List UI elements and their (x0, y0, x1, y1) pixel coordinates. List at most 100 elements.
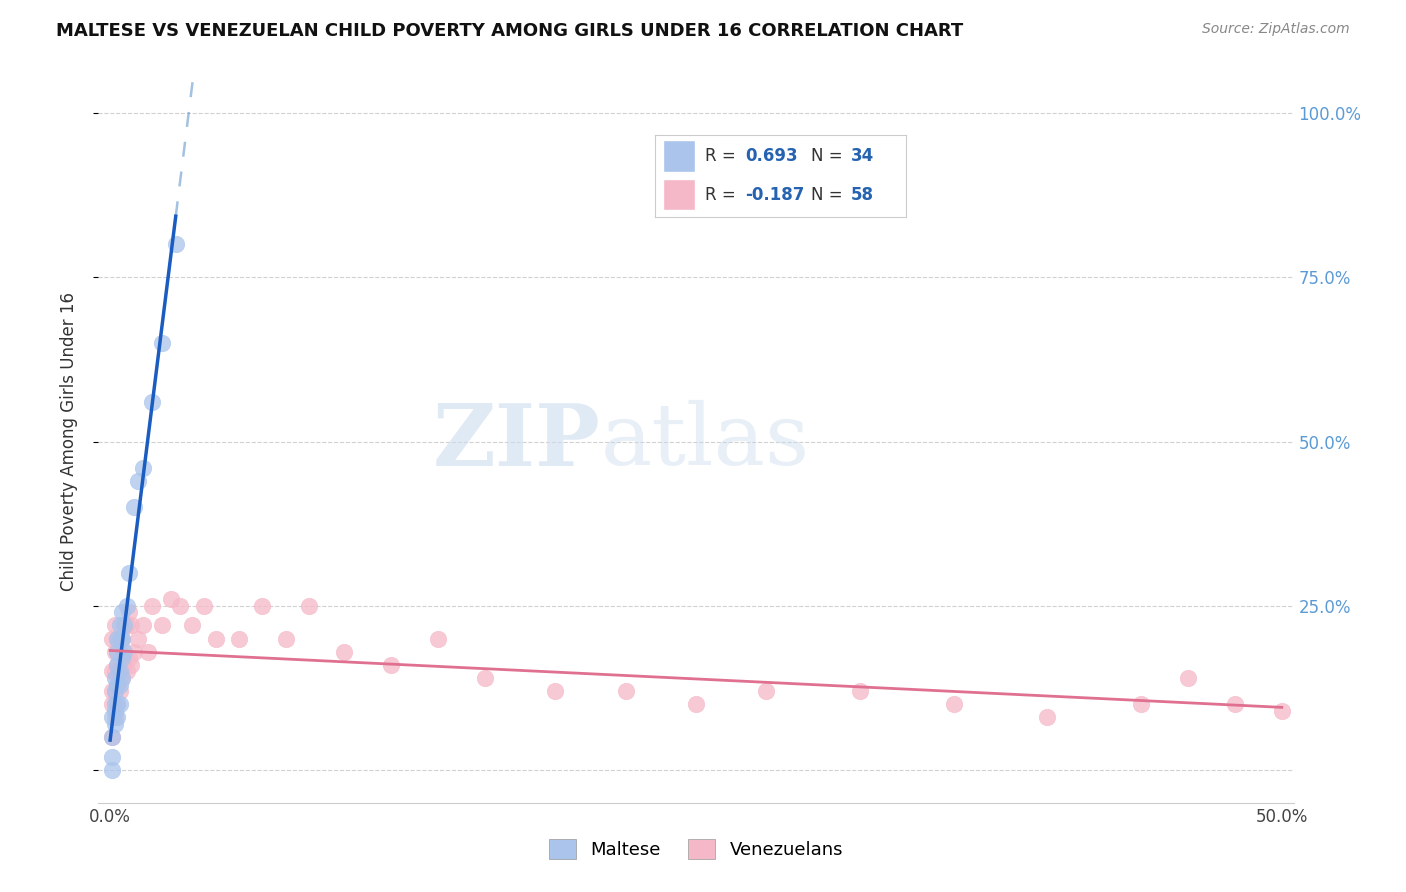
Point (105, 698, 128, 712)
Text: ZIP: ZIP (433, 400, 600, 483)
Point (118, 566, 141, 580)
Point (108, 684, 131, 698)
Point (136, 645, 159, 659)
Point (1223, 698, 1246, 712)
Point (104, 671, 127, 685)
Point (1036, 710, 1059, 724)
Point (105, 657, 128, 672)
Point (104, 717, 127, 731)
Point (111, 671, 134, 685)
Point (104, 684, 127, 698)
Point (105, 632, 128, 646)
Point (141, 395, 163, 409)
Point (118, 651, 141, 665)
Point (108, 665, 131, 679)
Point (120, 618, 142, 632)
Point (101, 665, 124, 679)
Point (101, 710, 124, 724)
Point (112, 618, 135, 632)
Point (101, 763, 124, 777)
Point (849, 684, 872, 698)
Point (132, 460, 155, 475)
Text: atlas: atlas (600, 400, 810, 483)
Point (104, 645, 127, 659)
Point (252, 599, 274, 613)
Text: 58: 58 (851, 186, 873, 203)
Point (101, 749, 124, 764)
Point (112, 645, 135, 659)
Point (105, 645, 128, 659)
Point (111, 632, 134, 646)
Point (181, 618, 204, 632)
Point (169, 599, 191, 613)
Point (105, 645, 128, 659)
Point (115, 599, 138, 613)
Point (105, 657, 128, 672)
Point (127, 474, 149, 488)
Point (141, 599, 163, 613)
Point (101, 730, 124, 744)
Point (104, 618, 127, 632)
Point (228, 632, 250, 646)
Point (108, 632, 131, 646)
Point (122, 645, 145, 659)
Point (108, 665, 131, 679)
Point (150, 618, 173, 632)
Point (685, 698, 707, 712)
Text: R =: R = (706, 147, 741, 165)
Bar (662, 179, 696, 211)
Point (150, 336, 173, 351)
Point (112, 657, 135, 672)
Bar (662, 140, 696, 171)
Text: Source: ZipAtlas.com: Source: ZipAtlas.com (1202, 22, 1350, 37)
Point (333, 645, 356, 659)
Point (104, 710, 127, 724)
Point (105, 632, 128, 646)
Point (165, 237, 187, 252)
Point (111, 632, 134, 646)
Legend: Maltese, Venezuelans: Maltese, Venezuelans (541, 831, 851, 866)
Point (108, 677, 131, 691)
Point (1177, 671, 1199, 685)
Point (108, 698, 131, 712)
Point (942, 698, 965, 712)
Point (115, 665, 138, 679)
Point (127, 632, 149, 646)
Point (544, 684, 567, 698)
Point (108, 618, 131, 632)
Text: 0.693: 0.693 (745, 147, 799, 165)
Text: 34: 34 (851, 147, 875, 165)
Point (204, 632, 226, 646)
Y-axis label: Child Poverty Among Girls Under 16: Child Poverty Among Girls Under 16 (59, 292, 77, 591)
Point (427, 632, 450, 646)
Point (115, 618, 138, 632)
Point (101, 632, 124, 646)
Point (105, 710, 128, 724)
Text: R =: R = (706, 186, 741, 203)
Point (193, 599, 215, 613)
Point (120, 657, 142, 672)
Point (104, 704, 127, 718)
Point (132, 618, 155, 632)
Point (101, 698, 124, 712)
Point (298, 599, 321, 613)
Point (104, 698, 127, 712)
Point (755, 684, 778, 698)
Text: MALTESE VS VENEZUELAN CHILD POVERTY AMONG GIRLS UNDER 16 CORRELATION CHART: MALTESE VS VENEZUELAN CHILD POVERTY AMON… (56, 22, 963, 40)
Point (122, 500, 145, 515)
Point (111, 671, 134, 685)
Point (101, 684, 124, 698)
Point (105, 677, 128, 691)
Point (380, 657, 402, 672)
Point (104, 665, 127, 679)
Point (614, 684, 637, 698)
Point (101, 730, 124, 744)
Point (105, 698, 128, 712)
Text: N =: N = (811, 186, 848, 203)
Point (1271, 704, 1294, 718)
Text: N =: N = (811, 147, 848, 165)
Point (105, 677, 128, 691)
Text: -0.187: -0.187 (745, 186, 804, 203)
Point (112, 618, 135, 632)
Point (1130, 698, 1153, 712)
